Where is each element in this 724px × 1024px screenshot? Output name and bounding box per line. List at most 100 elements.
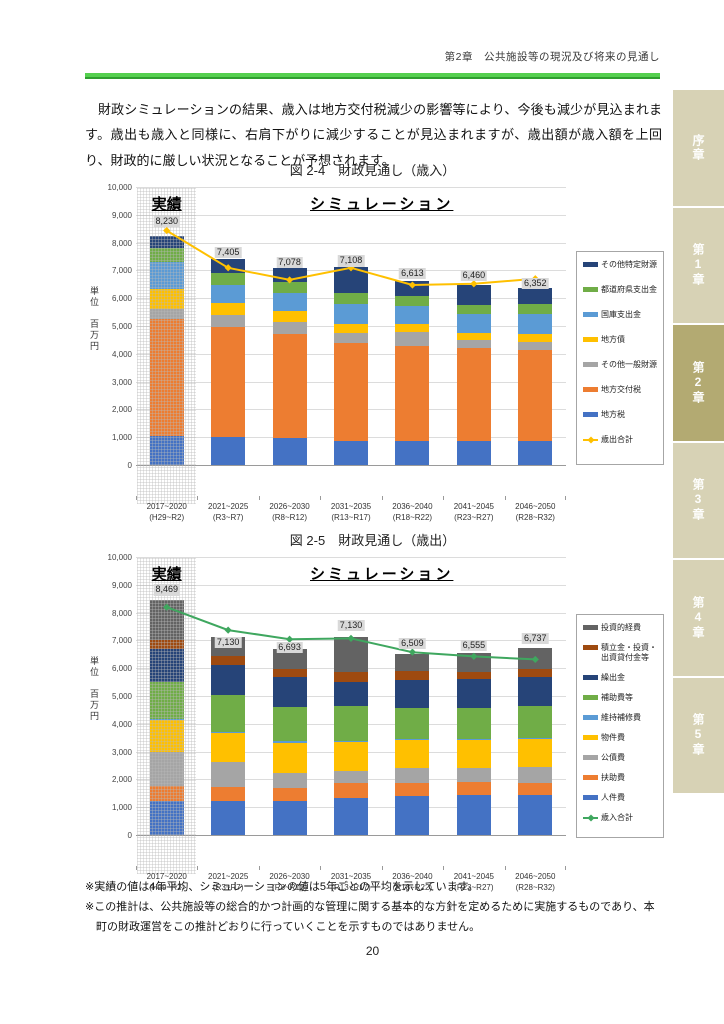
expenditure-chart: 図 2-5 財政見通し（歳出） 0 1,000 2,000 3,000 4,000 5,0… bbox=[85, 528, 665, 893]
bar-segment bbox=[456, 332, 491, 340]
gridline bbox=[136, 584, 566, 586]
legend-label: 補助費等 bbox=[601, 693, 633, 702]
x-axis-tick bbox=[136, 866, 137, 870]
stacked-bar bbox=[456, 285, 491, 465]
y-axis-tick-label: 5,000 bbox=[111, 322, 132, 331]
bar-total-label: 6,509 bbox=[399, 637, 426, 649]
bar-segment bbox=[211, 273, 246, 285]
stacked-bar bbox=[395, 281, 430, 465]
legend-label: 地方交付税 bbox=[601, 385, 641, 394]
bar-segment bbox=[149, 719, 184, 721]
x-axis-tick bbox=[381, 866, 383, 870]
stacked-bar bbox=[518, 288, 553, 465]
line-series-歳出合計 bbox=[163, 226, 539, 289]
gridline bbox=[136, 557, 566, 558]
bar-segment bbox=[149, 262, 184, 289]
x-axis-category-label: 2036~2040 (R18~R22) bbox=[392, 501, 432, 523]
bar-segment bbox=[149, 640, 184, 650]
sidebar-tab-3[interactable]: 第2章 bbox=[673, 325, 724, 441]
bar-segment bbox=[272, 293, 307, 312]
legend-label: 扶助費 bbox=[601, 773, 625, 782]
bar-segment bbox=[272, 649, 307, 670]
category-range: 2026~2030 bbox=[269, 872, 310, 881]
bar-segment bbox=[211, 732, 246, 763]
legend-item: 公債費 bbox=[583, 753, 659, 763]
header-rule bbox=[85, 73, 660, 79]
bar-segment bbox=[334, 332, 368, 343]
y-axis-unit-label: 単位 百万円 bbox=[89, 286, 99, 353]
x-axis-category-label: 2017~2020 (H29~R2) bbox=[147, 871, 187, 893]
legend-swatch-icon bbox=[583, 695, 598, 700]
legend-item: 歳出合計 bbox=[583, 435, 659, 445]
bar-segment bbox=[272, 743, 307, 774]
chart-legend: その他特定財源 都道府県支出金 国庫支出金 地方債 その他一般財源 地方交付税 地方税 歳出合… bbox=[576, 251, 664, 465]
bar-segment bbox=[456, 679, 491, 709]
category-era: (R13~R17) bbox=[331, 883, 371, 893]
x-axis-category-label: 2017~2020 (H29~R2) bbox=[147, 501, 187, 523]
legend-item: 都道府県支出金 bbox=[583, 285, 659, 295]
sidebar-tab-5[interactable]: 第4章 bbox=[673, 560, 724, 676]
legend-item: 繰出金 bbox=[583, 673, 659, 683]
x-axis-tick bbox=[565, 496, 566, 500]
bar-segment bbox=[456, 708, 491, 739]
sidebar-tab-4[interactable]: 第3章 bbox=[673, 442, 724, 558]
bar-segment bbox=[272, 281, 307, 294]
bar-segment bbox=[334, 672, 368, 683]
y-axis-tick-label: 2,000 bbox=[111, 405, 132, 415]
bar-segment bbox=[211, 284, 246, 304]
bar-segment bbox=[211, 327, 246, 437]
page-number: 20 bbox=[365, 944, 380, 958]
x-axis-category-label: 2021~2025 (R3~R7) bbox=[208, 871, 248, 893]
sidebar-tab-1[interactable]: 序章 bbox=[673, 90, 724, 206]
bar-segment bbox=[518, 767, 553, 783]
x-axis-category-label: 2026~2030 (R8~R12) bbox=[269, 501, 309, 523]
legend-label: 地方税 bbox=[601, 410, 625, 419]
legend-item: 扶助費 bbox=[583, 773, 659, 783]
bar-segment bbox=[272, 669, 307, 677]
legend-swatch-icon bbox=[583, 755, 598, 760]
gridline bbox=[136, 214, 566, 216]
legend-label: 物件費 bbox=[601, 733, 625, 742]
bar-segment bbox=[395, 782, 430, 796]
stacked-bar bbox=[149, 599, 184, 835]
y-axis-tick-label: 9,000 bbox=[111, 210, 132, 220]
y-axis-tick-label: 5,000 bbox=[111, 692, 132, 701]
sidebar-tab-label: 第4章 bbox=[691, 595, 705, 640]
bar-segment bbox=[334, 782, 368, 798]
x-axis-tick bbox=[504, 496, 506, 500]
x-axis-category-label: 2031~2035 (R13~R17) bbox=[331, 871, 371, 893]
x-axis-category-label: 2041~2045 (R23~R27) bbox=[454, 871, 494, 893]
y-axis-tick-label: 7,000 bbox=[111, 636, 132, 646]
bar-total-label: 6,613 bbox=[399, 267, 426, 279]
legend-item: 人件費 bbox=[583, 793, 659, 803]
category-era: (R13~R17) bbox=[331, 513, 371, 523]
y-axis-tick-label: 7,000 bbox=[111, 266, 132, 276]
legend-item: 補助費等 bbox=[583, 693, 659, 703]
legend-item: その他特定財源 bbox=[583, 260, 659, 270]
gridline bbox=[136, 612, 566, 614]
bar-segment bbox=[211, 656, 246, 666]
x-axis-category-label: 2031~2035 (R13~R17) bbox=[331, 501, 371, 523]
sidebar-tab-2[interactable]: 第1章 bbox=[673, 207, 724, 323]
bar-segment bbox=[395, 332, 430, 346]
bar-segment bbox=[395, 707, 430, 740]
bar-segment bbox=[272, 676, 307, 707]
y-axis-tick-label: 9,000 bbox=[111, 580, 132, 590]
category-range: 2026~2030 bbox=[269, 502, 310, 511]
x-axis-tick bbox=[197, 866, 199, 870]
bar-segment bbox=[456, 314, 491, 333]
category-era: (R23~R27) bbox=[454, 883, 494, 893]
bar-segment bbox=[334, 682, 368, 706]
bar-segment bbox=[518, 288, 553, 305]
bar-segment bbox=[272, 311, 307, 323]
sidebar-tab-6[interactable]: 第5章 bbox=[673, 677, 724, 793]
stacked-bar bbox=[149, 236, 184, 465]
bar-segment bbox=[518, 342, 553, 351]
x-axis-tick bbox=[565, 866, 566, 870]
bar-segment bbox=[395, 768, 430, 783]
bar-segment bbox=[518, 706, 553, 739]
bar-segment bbox=[149, 720, 184, 753]
bar-segment bbox=[456, 304, 491, 315]
bar-segment bbox=[334, 324, 368, 333]
